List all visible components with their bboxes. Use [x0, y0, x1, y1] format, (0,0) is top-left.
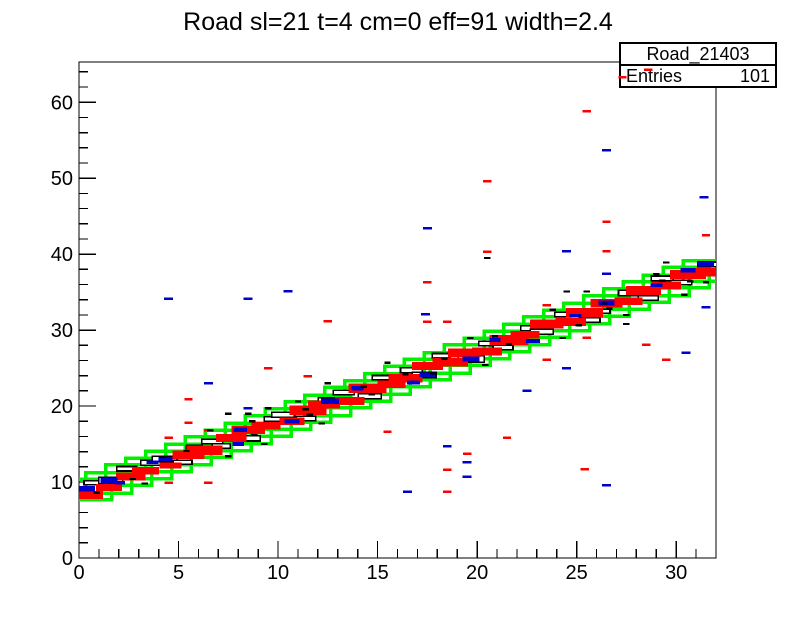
- stats-box-title: Road_21403: [621, 44, 775, 66]
- y-tick-labels: 0 10 20 30 40 50 60: [51, 92, 73, 570]
- x-tick-label: 25: [566, 562, 588, 584]
- x-tick-label: 5: [173, 562, 184, 584]
- stats-box: Road_21403 Entries 101: [619, 42, 777, 88]
- plot-frame: [78, 61, 717, 559]
- x-tick-label: 30: [665, 562, 687, 584]
- stats-entries-label: Entries: [626, 65, 683, 86]
- x-ticks: [78, 541, 717, 558]
- y-tick-label: 50: [51, 168, 73, 190]
- y-ticks: [79, 71, 96, 559]
- x-tick-label: 10: [267, 562, 289, 584]
- y-tick-label: 60: [51, 92, 73, 114]
- y-tick-label: 30: [51, 320, 73, 342]
- y-tick-label: 10: [51, 472, 73, 494]
- x-tick-label: 0: [73, 562, 84, 584]
- y-tick-label: 20: [51, 396, 73, 418]
- plot-title: Road sl=21 t=4 cm=0 eff=91 width=2.4: [183, 8, 613, 36]
- x-tick-labels: 0 5 10 15 20 25 30: [73, 562, 687, 584]
- stats-entries-row: Entries 101: [621, 66, 775, 86]
- y-tick-label: 40: [51, 244, 73, 266]
- x-tick-label: 20: [466, 562, 488, 584]
- x-tick-label: 15: [366, 562, 388, 584]
- stats-entries-value: 101: [739, 65, 770, 86]
- y-tick-label: 0: [62, 548, 73, 570]
